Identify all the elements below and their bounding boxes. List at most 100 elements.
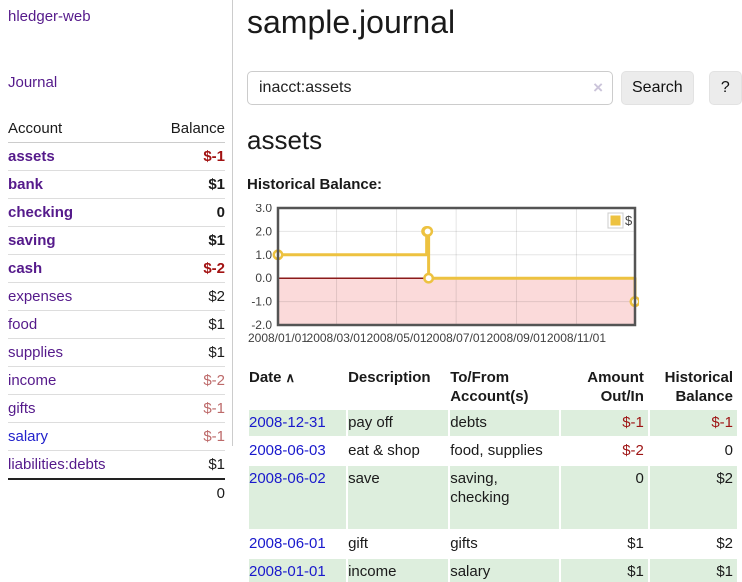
account-row-food: food $1: [8, 310, 225, 339]
register-header-description: Description: [348, 369, 431, 386]
account-balance: $1: [147, 170, 225, 199]
accounts-header-account: Account: [8, 116, 148, 143]
account-balance: $1: [147, 310, 225, 339]
search-bar: × Search ?: [247, 71, 742, 105]
svg-text:1.0: 1.0: [255, 248, 272, 262]
account-balance: $-1: [147, 142, 225, 171]
register-row: 2008-12-31 pay off debts $-1 $-1: [249, 410, 737, 436]
account-row-checking: checking 0: [8, 198, 225, 227]
app-title-link[interactable]: hledger-web: [8, 8, 91, 25]
main-content: sample.journal × Search ? assets Histori…: [247, 0, 742, 582]
accounts-total-row: 0: [8, 478, 225, 507]
transaction-tofrom: gifts: [450, 535, 478, 552]
svg-text:-2.0: -2.0: [251, 318, 272, 332]
register-header-balance: Historical Balance: [664, 369, 733, 405]
transaction-date-link[interactable]: 2008-12-31: [249, 414, 326, 431]
account-link-gifts[interactable]: gifts: [8, 400, 36, 417]
transaction-amount: $1: [560, 559, 648, 582]
account-link-assets[interactable]: assets: [8, 148, 55, 165]
transaction-balance: $2: [649, 466, 737, 529]
transaction-description: gift: [348, 535, 369, 552]
accounts-header-balance: Balance: [147, 116, 225, 143]
account-link-salary[interactable]: salary: [8, 428, 49, 445]
transaction-tofrom: salary: [450, 559, 559, 582]
register-header-date[interactable]: Date ∧: [249, 369, 296, 386]
transaction-date-link[interactable]: 2008-06-03: [249, 442, 326, 459]
transaction-amount: $-2: [622, 442, 644, 459]
account-balance: $-2: [147, 366, 225, 395]
svg-text:2008/05/01: 2008/05/01: [366, 331, 426, 345]
account-link-income[interactable]: income: [8, 372, 57, 389]
historical-balance-chart: 3.0 2.0 1.0 0.0 -1.0 -2.02008/01/012008/03/01…: [248, 204, 639, 345]
transaction-description: save: [348, 466, 449, 529]
chart-legend: $: [607, 212, 633, 229]
chart-title: Historical Balance:: [247, 176, 383, 193]
sidebar: hledger-web Journal Account Balance asse…: [0, 0, 233, 507]
transaction-date-link[interactable]: 2008-01-01: [249, 563, 326, 580]
transaction-amount: $1: [627, 535, 644, 552]
account-link-saving[interactable]: saving: [8, 232, 56, 249]
account-link-bank[interactable]: bank: [8, 176, 44, 193]
register-header-amount: Amount Out/In: [587, 369, 644, 405]
transaction-balance: $2: [716, 535, 733, 552]
svg-text:2008/09/01: 2008/09/01: [486, 331, 546, 345]
transaction-amount: $-1: [560, 410, 648, 436]
transaction-balance: 0: [724, 442, 733, 459]
account-balance: 0: [147, 198, 225, 227]
register-header-row: Date ∧ Description To/From Account(s) Amo…: [249, 366, 737, 408]
accounts-header-row: Account Balance: [8, 116, 225, 143]
account-balance: $1: [147, 450, 225, 480]
transaction-tofrom: food, supplies: [450, 442, 543, 459]
account-link-supplies[interactable]: supplies: [8, 344, 64, 361]
account-balance: $1: [147, 226, 225, 255]
account-link-liabilities-debts[interactable]: liabilities:debts: [8, 456, 106, 473]
account-row-supplies: supplies $1: [8, 338, 225, 367]
transaction-date-link[interactable]: 2008-06-02: [249, 470, 326, 487]
svg-text:0.0: 0.0: [255, 271, 272, 285]
account-balance: $1: [147, 338, 225, 367]
accounts-total: 0: [147, 478, 225, 507]
account-row-gifts: gifts $-1: [8, 394, 225, 423]
account-row-expenses: expenses $2: [8, 282, 225, 311]
svg-text:3.0: 3.0: [255, 204, 272, 215]
account-link-checking[interactable]: checking: [8, 204, 74, 221]
register-row: 2008-06-01 gift gifts $1 $2: [249, 531, 737, 557]
account-row-bank: bank $1: [8, 170, 225, 199]
svg-text:2008/01/01: 2008/01/01: [248, 331, 308, 345]
register-row: 2008-01-01 income salary $1 $1: [249, 559, 737, 582]
account-balance: $-1: [147, 422, 225, 451]
accounts-table: Account Balance assets $-1 bank $1 check…: [8, 116, 225, 507]
clear-search-icon[interactable]: ×: [593, 78, 603, 97]
help-button[interactable]: ?: [708, 71, 742, 105]
account-balance: $-1: [147, 394, 225, 423]
svg-text:-1.0: -1.0: [251, 295, 272, 309]
account-row-assets: assets $-1: [8, 142, 225, 171]
page-title: sample.journal: [247, 4, 456, 40]
svg-text:2.0: 2.0: [255, 224, 272, 238]
account-row-income: income $-2: [8, 366, 225, 395]
account-link-food[interactable]: food: [8, 316, 38, 333]
svg-text:2008/07/01: 2008/07/01: [426, 331, 486, 345]
account-balance: $2: [147, 282, 225, 311]
account-row-saving: saving $1: [8, 226, 225, 255]
account-link-expenses[interactable]: expenses: [8, 288, 73, 305]
svg-text:2008/11/01: 2008/11/01: [547, 331, 606, 345]
account-link-cash[interactable]: cash: [8, 260, 43, 277]
sort-ascending-icon: ∧: [285, 370, 296, 385]
transaction-balance: $-1: [649, 410, 737, 436]
transaction-description: eat & shop: [348, 442, 420, 459]
account-row-salary: salary $-1: [8, 422, 225, 451]
register-table: Date ∧ Description To/From Account(s) Amo…: [247, 364, 739, 582]
transaction-tofrom: debts: [450, 410, 559, 436]
transaction-tofrom: saving, checking: [450, 466, 559, 529]
transaction-date-link[interactable]: 2008-06-01: [249, 535, 326, 552]
search-input[interactable]: [247, 71, 613, 105]
register-header-tofrom: To/From Account(s): [450, 369, 529, 405]
account-balance: $-2: [147, 254, 225, 283]
transaction-description: pay off: [348, 410, 449, 436]
search-button[interactable]: Search: [621, 71, 694, 105]
register-row: 2008-06-02 save saving, checking 0 $2: [249, 466, 737, 529]
sidebar-item-journal[interactable]: Journal: [8, 74, 58, 91]
account-row-liabilities-debts: liabilities:debts $1: [8, 450, 225, 480]
register-row: 2008-06-03 eat & shop food, supplies $-2…: [249, 438, 737, 464]
